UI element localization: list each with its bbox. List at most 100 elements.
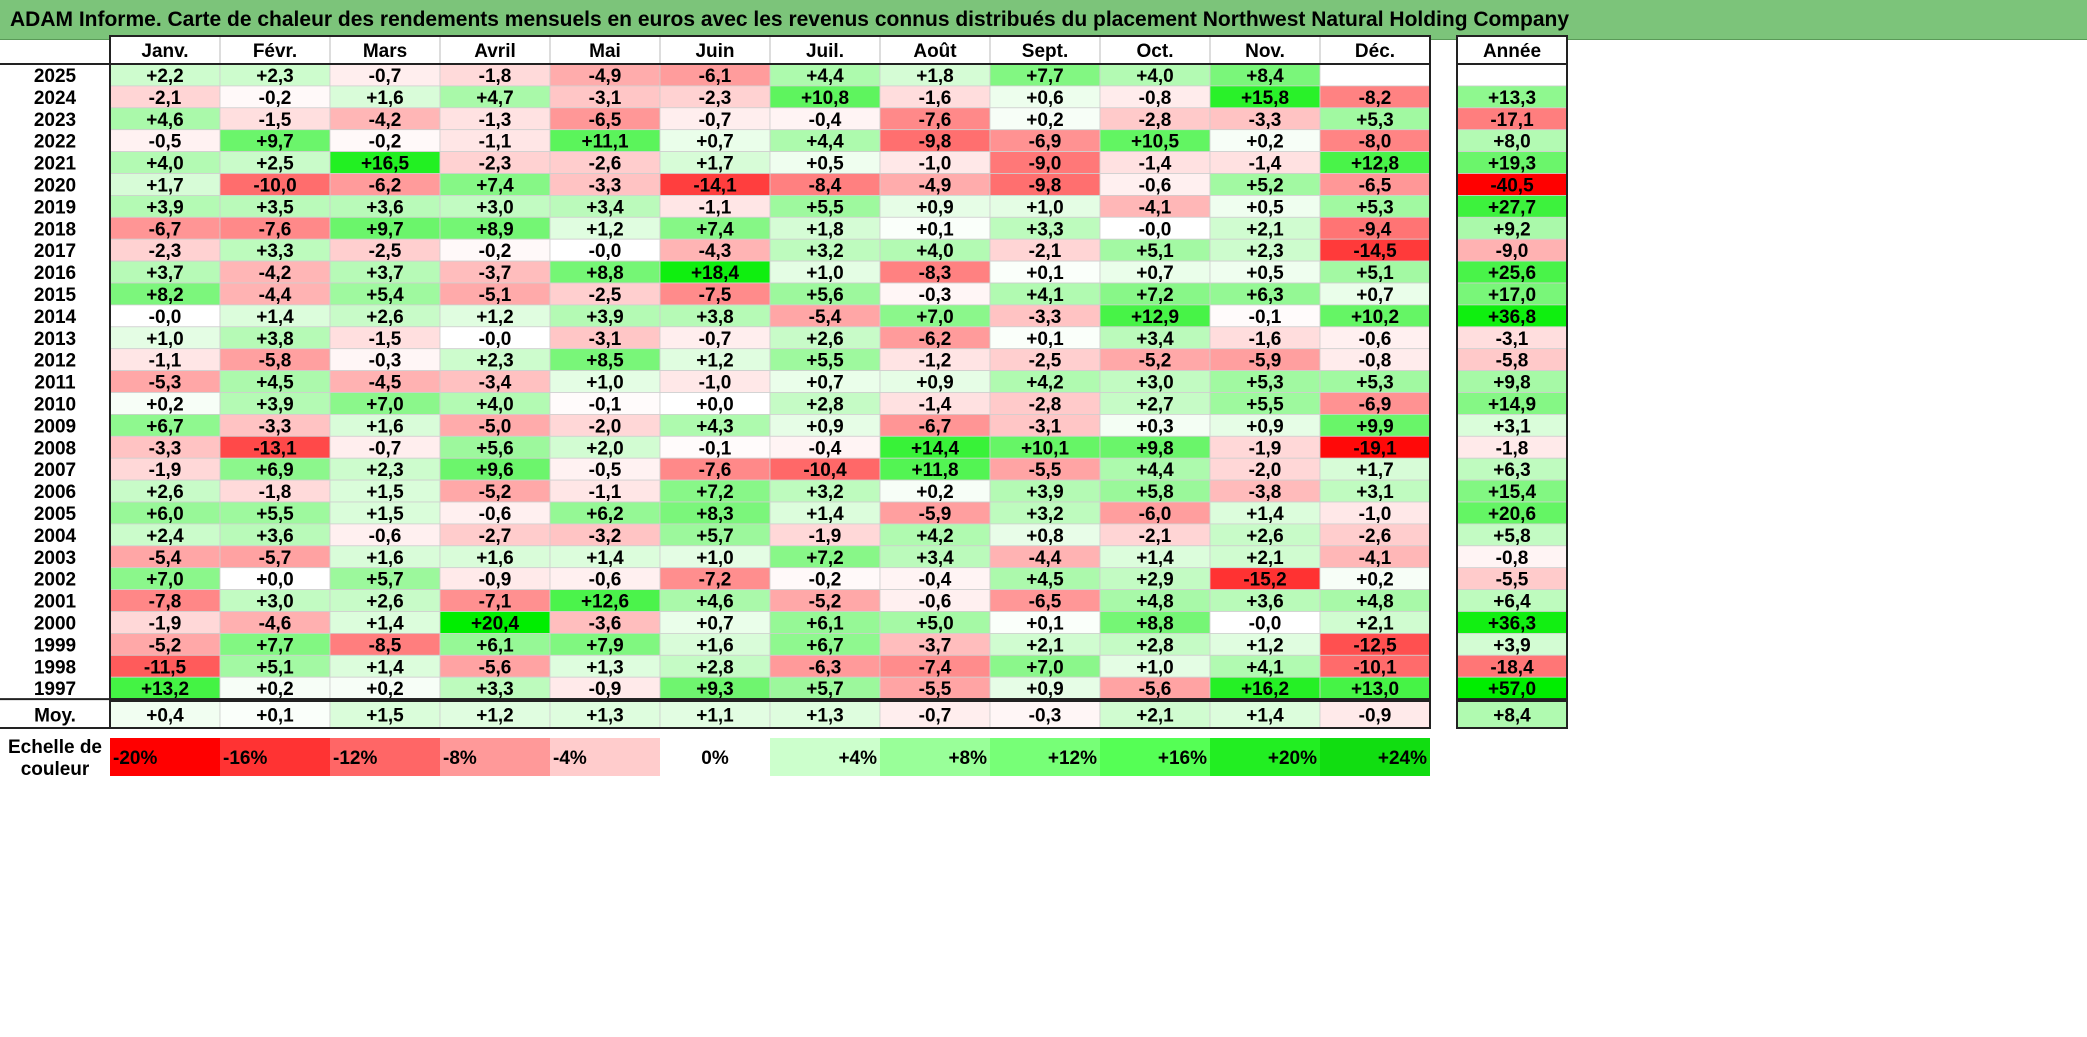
heat-cell-value: +4,6 xyxy=(146,110,184,131)
heat-cell-value: -1,9 xyxy=(149,613,182,634)
month-header: Déc. xyxy=(1355,41,1395,62)
average-value: +1,4 xyxy=(1246,706,1284,727)
heat-cell-value: -5,2 xyxy=(1139,351,1172,372)
row-label-cell xyxy=(0,107,110,130)
heat-cell-value: -1,0 xyxy=(699,373,732,394)
row-year-label: 2021 xyxy=(34,154,77,175)
heat-cell-value: +0,8 xyxy=(1026,526,1064,547)
heat-cell-value: -1,4 xyxy=(1139,154,1172,175)
heat-cell-value: -0,9 xyxy=(589,679,622,700)
heat-cell-value: +4,3 xyxy=(696,416,734,437)
heat-cell-value: -7,8 xyxy=(149,592,182,613)
row-year-label: 2020 xyxy=(34,175,76,196)
heat-cell-value: -5,0 xyxy=(479,416,512,437)
heat-cell-value: +4,5 xyxy=(1026,570,1064,591)
heat-cell-value: -2,5 xyxy=(589,285,622,306)
scale-swatch-label: -16% xyxy=(223,748,267,769)
scale-swatch-label: -4% xyxy=(553,748,587,769)
heat-cell-value: +2,7 xyxy=(1136,394,1174,415)
scale-swatch-label: -12% xyxy=(333,748,377,769)
heat-cell-value: +2,6 xyxy=(146,482,184,503)
year-total-value: +36,8 xyxy=(1488,307,1536,328)
heat-cell-value: +11,1 xyxy=(581,132,628,153)
scale-swatch-label: 0% xyxy=(701,748,729,769)
row-label-cell xyxy=(0,348,110,371)
heat-cell-value: -5,6 xyxy=(479,657,512,678)
row-label-cell xyxy=(0,589,110,612)
heat-cell-value: -4,4 xyxy=(259,285,292,306)
average-cell xyxy=(1209,700,1321,729)
heat-cell-value: +3,4 xyxy=(1136,329,1174,350)
heat-cell-value: -0,3 xyxy=(369,351,402,372)
heat-cell-value: -3,7 xyxy=(919,635,952,656)
heat-cell-value: +16,5 xyxy=(361,154,410,175)
row-label-cell xyxy=(0,195,110,218)
month-header: Mai xyxy=(589,41,621,62)
scale-swatch xyxy=(770,738,880,776)
heat-cell-value: +0,1 xyxy=(1026,263,1064,284)
heat-cell-value: -0,4 xyxy=(919,570,952,591)
heat-cell-value: +5,6 xyxy=(806,285,844,306)
heat-cell-value: -3,3 xyxy=(589,175,622,196)
heat-cell-value: +3,0 xyxy=(256,592,294,613)
scale-swatch-label: +20% xyxy=(1268,748,1317,769)
heat-cell-value: +4,8 xyxy=(1136,592,1174,613)
heat-cell-value: +1,3 xyxy=(586,657,624,678)
heat-cell-value: +4,4 xyxy=(1136,460,1174,481)
heat-cell-value: -3,2 xyxy=(589,526,622,547)
heat-cell-value: +4,0 xyxy=(916,241,954,262)
heat-cell-value: +3,3 xyxy=(256,241,294,262)
heat-cell-value: +7,2 xyxy=(696,482,734,503)
heat-cell-value: +1,4 xyxy=(586,548,624,569)
heat-cell-value: -1,9 xyxy=(1249,438,1282,459)
year-total-value: -5,8 xyxy=(1496,351,1529,372)
heat-cell-value: -6,3 xyxy=(809,657,842,678)
row-label-cell xyxy=(0,545,110,568)
heat-cell-value: -2,8 xyxy=(1139,110,1172,131)
heat-cell-value: +3,0 xyxy=(476,197,514,218)
heat-cell-value: +1,0 xyxy=(696,548,734,569)
heat-cell-value: +0,1 xyxy=(1026,613,1064,634)
row-label-cell xyxy=(0,129,110,152)
row-label-cell xyxy=(0,414,110,437)
heat-cell-value: +6,0 xyxy=(146,504,184,525)
scale-swatch-label: +16% xyxy=(1158,748,1207,769)
heat-cell-value: -3,4 xyxy=(479,373,512,394)
heat-cell-value: +7,4 xyxy=(476,175,514,196)
heat-cell-value: +3,3 xyxy=(1026,219,1064,240)
heat-cell-value: -3,3 xyxy=(149,438,182,459)
heat-cell-value: -2,5 xyxy=(369,241,402,262)
row-year-label: 2010 xyxy=(34,394,76,415)
heat-cell-value: -6,7 xyxy=(149,219,182,240)
heat-cell-value: +8,9 xyxy=(476,219,514,240)
heat-cell-value: -4,5 xyxy=(369,373,402,394)
row-year-label: 2009 xyxy=(34,416,76,437)
heat-cell-value: +0,0 xyxy=(256,570,294,591)
heat-cell-value: +7,0 xyxy=(366,394,404,415)
heat-cell-value: -4,9 xyxy=(919,175,952,196)
heat-cell-value: -2,6 xyxy=(589,154,622,175)
chart-title: ADAM Informe. Carte de chaleur des rende… xyxy=(0,0,2087,40)
heat-cell-value: -1,6 xyxy=(1249,329,1282,350)
heat-cell-value: +6,1 xyxy=(806,613,844,634)
heat-cell-value: +2,5 xyxy=(256,154,294,175)
heat-cell-value: +2,8 xyxy=(806,394,844,415)
heat-cell-value: -6,2 xyxy=(919,329,952,350)
heat-cell-value: +0,9 xyxy=(1246,416,1284,437)
heat-cell-value: -1,2 xyxy=(919,351,952,372)
heat-cell-value: +0,2 xyxy=(146,394,184,415)
heat-cell-value: +5,3 xyxy=(1356,373,1394,394)
heat-cell-value: +0,7 xyxy=(806,373,844,394)
heat-cell-value: -1,3 xyxy=(479,110,512,131)
year-total-value: +27,7 xyxy=(1488,197,1536,218)
heat-cell-value: +5,3 xyxy=(1356,110,1394,131)
heat-cell-value: -0,6 xyxy=(589,570,622,591)
heat-cell-value: -4,2 xyxy=(259,263,292,284)
row-label-cell xyxy=(0,655,110,678)
row-year-label: 2014 xyxy=(34,307,77,328)
heat-cell-value: +2,3 xyxy=(1246,241,1284,262)
year-total-value: +5,8 xyxy=(1493,526,1531,547)
month-header: Avril xyxy=(474,41,516,62)
row-year-label: 2016 xyxy=(34,263,76,284)
heat-cell-value: +8,3 xyxy=(696,504,734,525)
